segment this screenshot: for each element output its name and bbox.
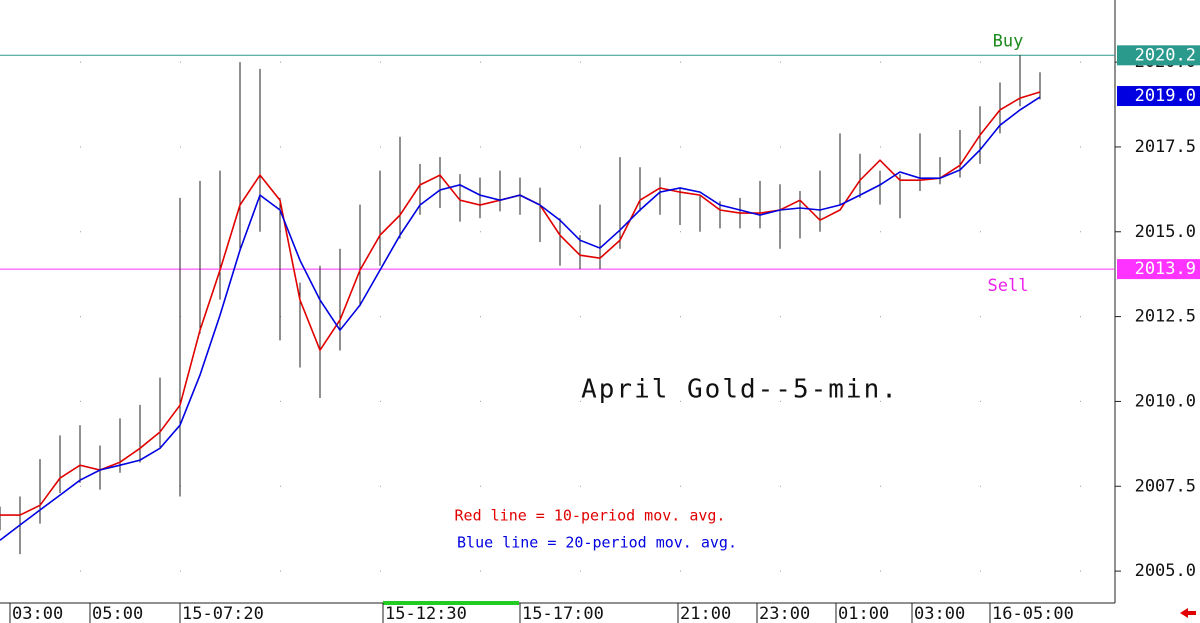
x-tick-label: 03:00 xyxy=(914,604,965,623)
y-tick-label: 2007.5 xyxy=(1135,476,1196,496)
y-tick-label: 2017.5 xyxy=(1135,137,1196,157)
x-tick-label: 21:00 xyxy=(680,604,731,623)
price-box-label: 2019.0 xyxy=(1135,86,1196,106)
price-box-label: 2020.2 xyxy=(1135,45,1196,65)
x-tick-label: 16-05:00 xyxy=(992,604,1074,623)
moving-average-line xyxy=(0,96,1041,541)
price-box-label: 2013.9 xyxy=(1135,259,1196,279)
level-note: Sell xyxy=(988,276,1029,296)
x-tick-label: 01:00 xyxy=(838,604,889,623)
y-tick-label: 2015.0 xyxy=(1135,222,1196,242)
annotation-blue: Blue line = 20-period mov. avg. xyxy=(457,534,737,552)
level-note: Buy xyxy=(993,31,1024,51)
y-tick-label: 2012.5 xyxy=(1135,307,1196,327)
price-box xyxy=(1117,86,1200,107)
session-marker xyxy=(383,601,519,605)
annotation-red: Red line = 10-period mov. avg. xyxy=(455,507,726,525)
x-tick-label: 03:00 xyxy=(12,604,63,623)
price-box xyxy=(1117,45,1200,66)
x-tick-label: 15-17:00 xyxy=(522,604,604,623)
x-tick-label: 05:00 xyxy=(92,604,143,623)
price-box xyxy=(1117,259,1200,280)
scroll-arrow xyxy=(1180,608,1196,618)
x-tick-label: 23:00 xyxy=(759,604,810,623)
x-tick-label: 15-12:30 xyxy=(385,604,467,623)
y-tick-label: 2005.0 xyxy=(1135,561,1196,581)
x-tick-label: 15-07:20 xyxy=(182,604,264,623)
moving-average-line xyxy=(0,91,1041,516)
chart-title: April Gold--5-min. xyxy=(581,375,899,405)
y-tick-label: 2010.0 xyxy=(1135,391,1196,411)
